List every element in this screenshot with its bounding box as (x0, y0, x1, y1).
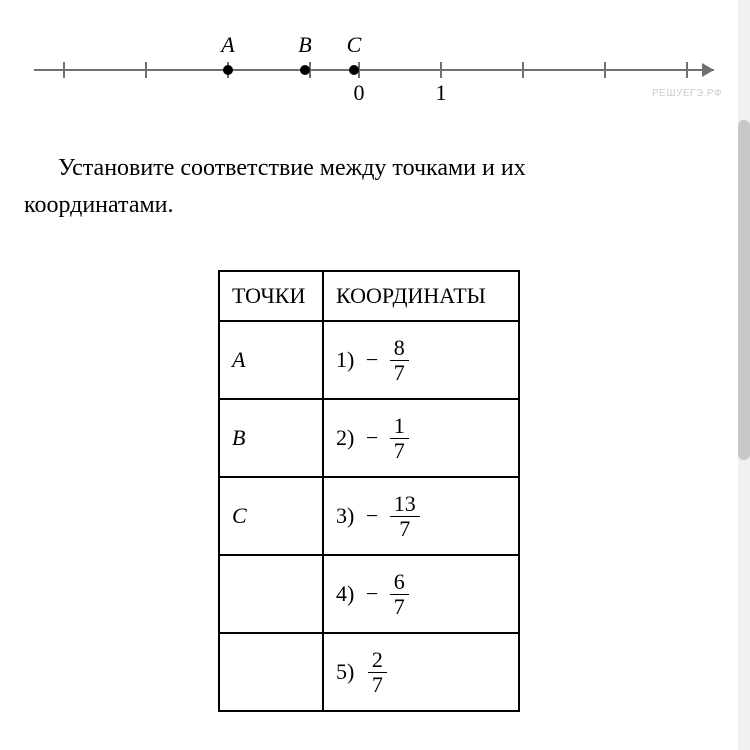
svg-text:РЕШУЕГЭ.РФ: РЕШУЕГЭ.РФ (652, 88, 722, 99)
fraction-num: 1 (390, 414, 409, 438)
number-line-svg: 0 1 A B C РЕШУЕГЭ.РФ (24, 20, 724, 130)
scrollbar-thumb[interactable] (738, 120, 750, 460)
option-number: 3) (336, 503, 354, 529)
svg-text:0: 0 (354, 80, 365, 105)
header-points: ТОЧКИ (219, 271, 323, 321)
coordinates-table-wrap: ТОЧКИ КООРДИНАТЫ A 1) − 8 7 B 2) − 1 7 (218, 270, 520, 712)
table-row: B 2) − 1 7 (219, 399, 519, 477)
minus-sign: − (360, 347, 382, 373)
coordinates-table: ТОЧКИ КООРДИНАТЫ A 1) − 8 7 B 2) − 1 7 (218, 270, 520, 712)
point-cell (219, 555, 323, 633)
point-cell: C (219, 477, 323, 555)
coord-cell: 2) − 1 7 (323, 399, 519, 477)
fraction-den: 7 (390, 439, 409, 462)
coord-cell: 4) − 6 7 (323, 555, 519, 633)
fraction-num: 8 (390, 336, 409, 360)
fraction-num: 6 (390, 570, 409, 594)
coord-cell: 1) − 8 7 (323, 321, 519, 399)
fraction-den: 7 (390, 361, 409, 384)
table-row: C 3) − 13 7 (219, 477, 519, 555)
minus-sign: − (360, 425, 382, 451)
table-header-row: ТОЧКИ КООРДИНАТЫ (219, 271, 519, 321)
fraction: 1 7 (388, 414, 411, 461)
point-cell (219, 633, 323, 711)
svg-text:C: C (347, 32, 362, 57)
fraction: 2 7 (366, 648, 389, 695)
coord-cell: 3) − 13 7 (323, 477, 519, 555)
minus-sign: − (360, 581, 382, 607)
instruction-text: Установите соответствие между точками и … (24, 150, 704, 224)
table-row: 4) − 6 7 (219, 555, 519, 633)
fraction-num: 13 (390, 492, 420, 516)
number-line: 0 1 A B C РЕШУЕГЭ.РФ (24, 20, 724, 130)
svg-text:B: B (298, 32, 311, 57)
coord-cell: 5) 2 7 (323, 633, 519, 711)
svg-text:1: 1 (436, 80, 447, 105)
fraction-den: 7 (368, 673, 387, 696)
fraction: 13 7 (388, 492, 422, 539)
fraction: 8 7 (388, 336, 411, 383)
table-row: 5) 2 7 (219, 633, 519, 711)
table-row: A 1) − 8 7 (219, 321, 519, 399)
option-number: 1) (336, 347, 354, 373)
instruction-line1: Установите соответствие между точками и … (58, 155, 526, 181)
option-number: 4) (336, 581, 354, 607)
fraction-num: 2 (368, 648, 387, 672)
option-number: 2) (336, 425, 354, 451)
fraction: 6 7 (388, 570, 411, 617)
minus-sign: − (360, 503, 382, 529)
point-cell: B (219, 399, 323, 477)
scrollbar-track[interactable] (738, 0, 750, 750)
option-number: 5) (336, 659, 354, 685)
fraction-den: 7 (390, 517, 420, 540)
instruction-line2: координатами. (24, 192, 174, 218)
fraction-den: 7 (390, 595, 409, 618)
point-cell: A (219, 321, 323, 399)
svg-text:A: A (219, 32, 235, 57)
header-coords: КООРДИНАТЫ (323, 271, 519, 321)
